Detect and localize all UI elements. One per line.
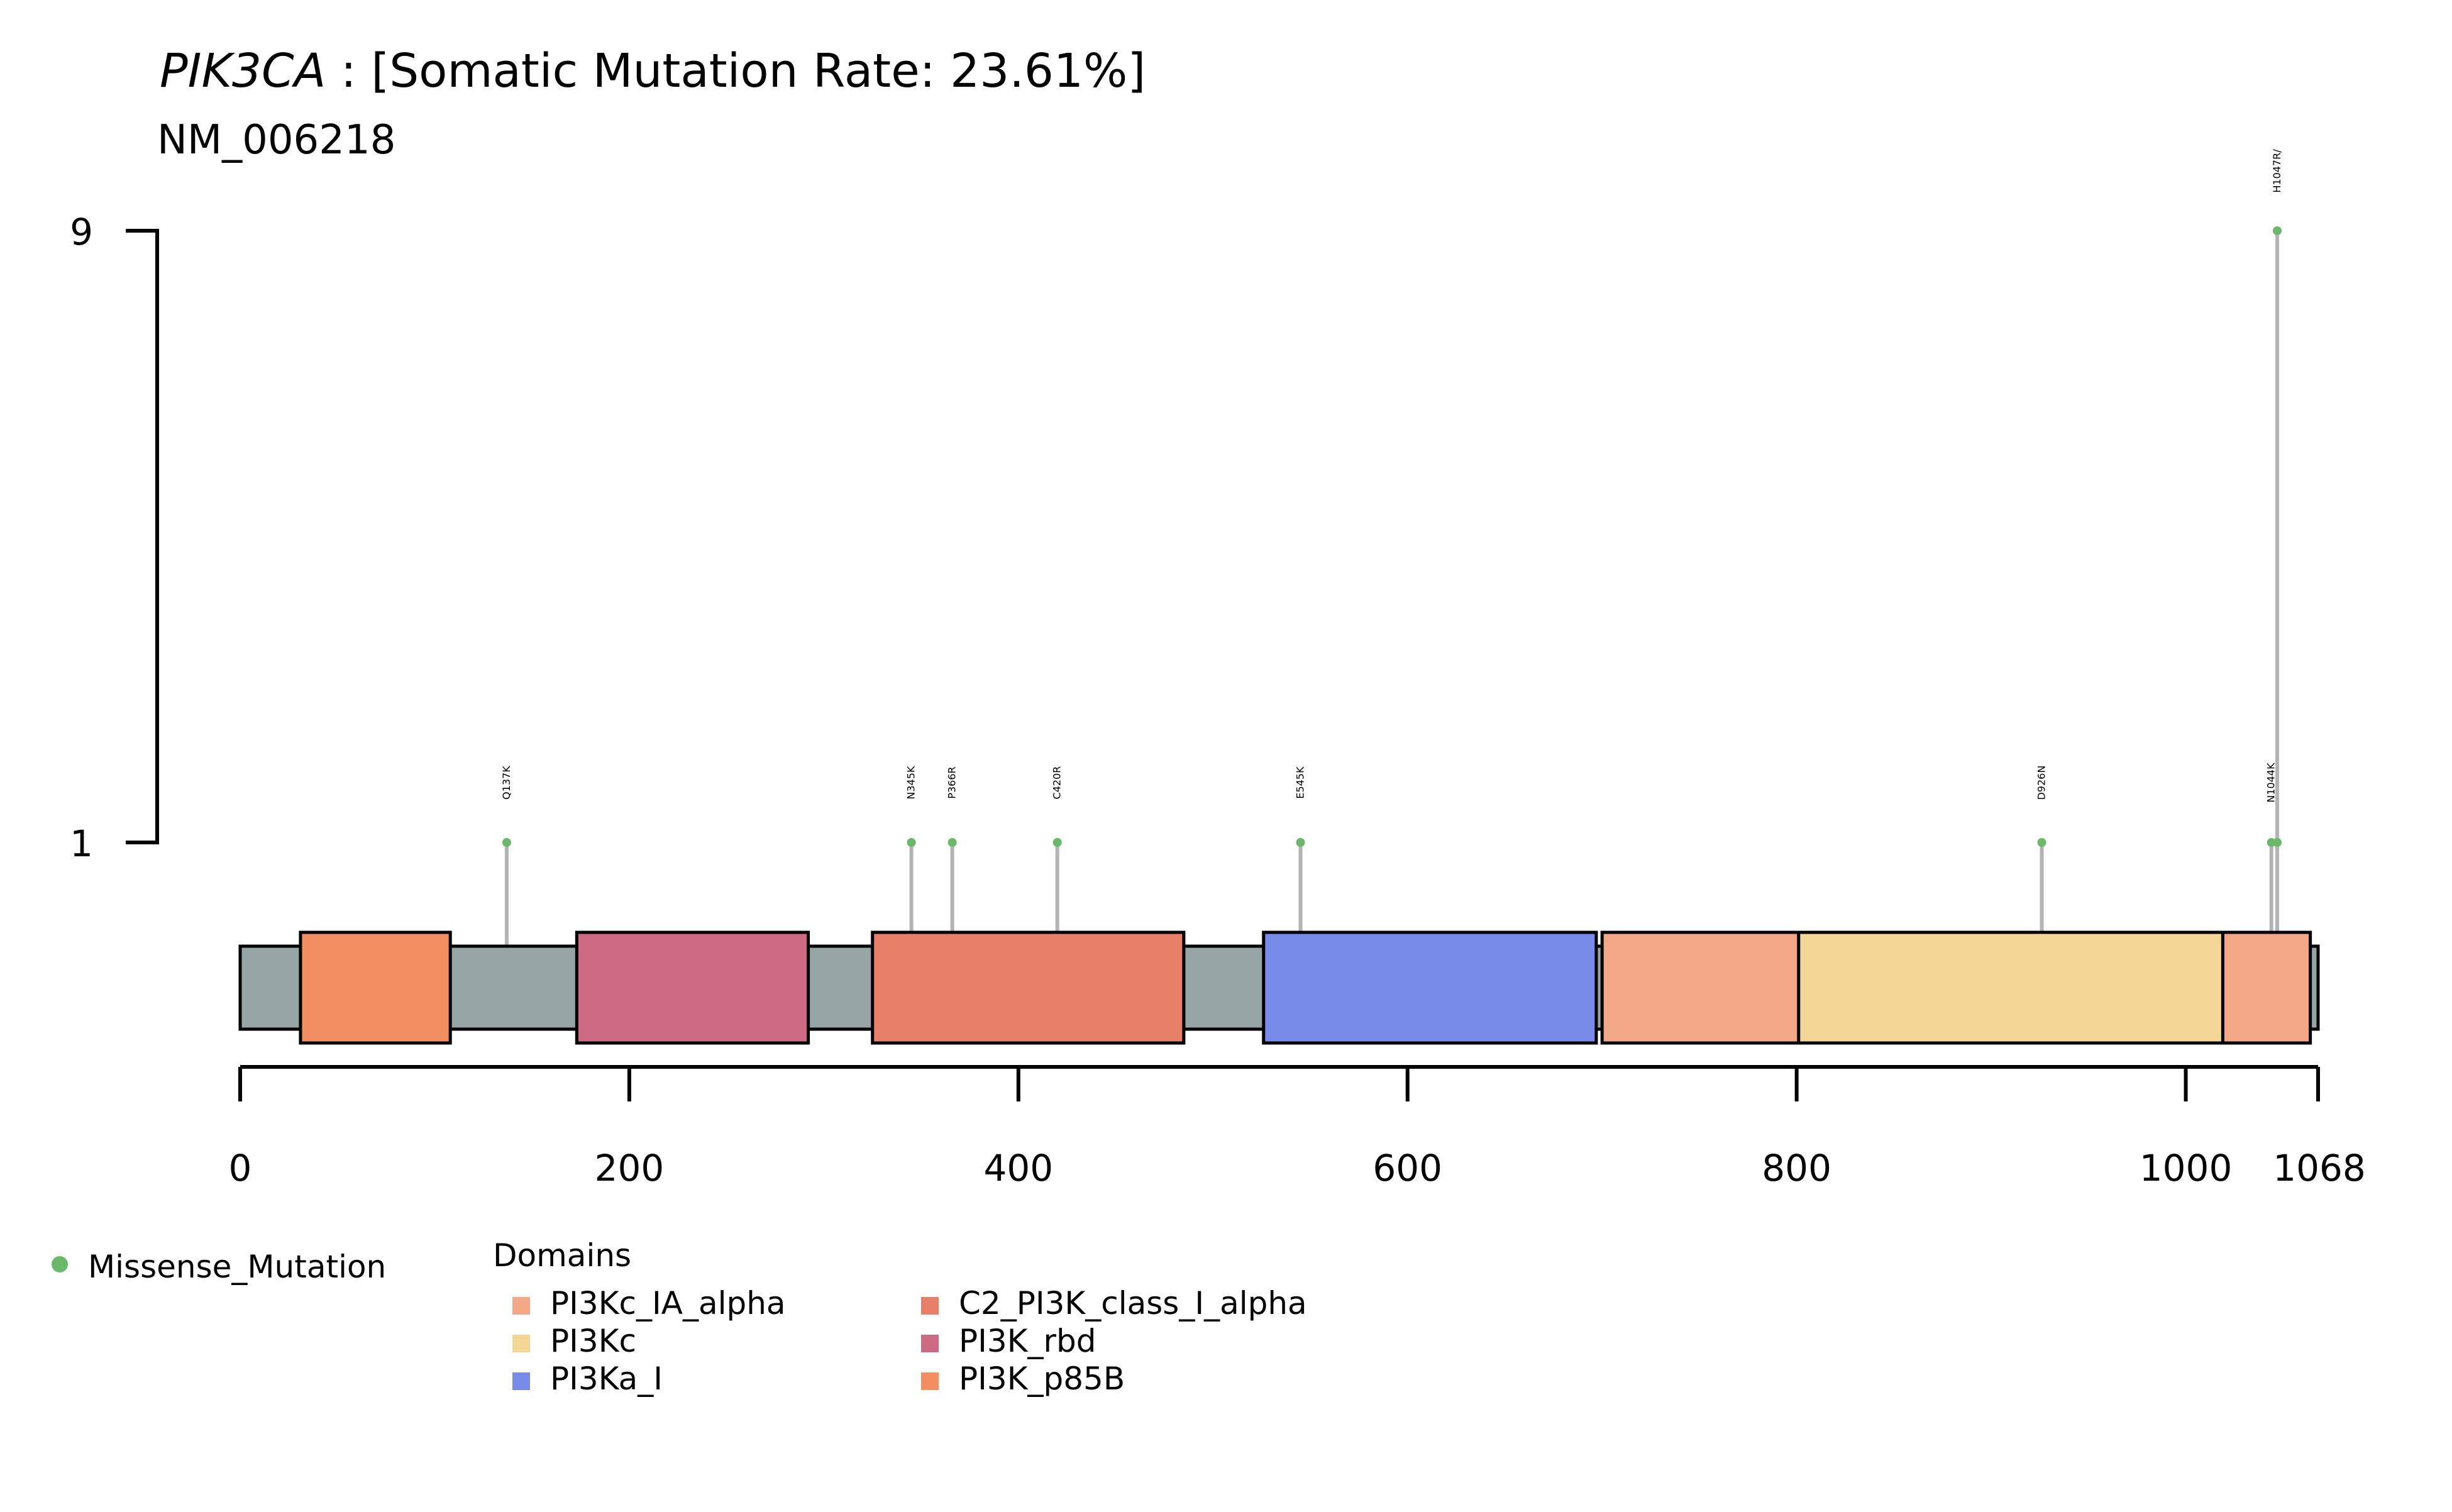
missense-mutation-point: [2273, 226, 2282, 235]
missense-mutation-point: [947, 838, 957, 847]
x-tick-label: 400: [983, 1147, 1053, 1189]
x-tick-label: 1068: [2273, 1147, 2366, 1189]
mutation-label: H1047R/: [2271, 149, 2283, 193]
mutation-label: N1044K: [2265, 763, 2277, 803]
x-tick-label: 800: [1762, 1147, 1831, 1189]
missense-mutation-point: [1052, 838, 1062, 847]
x-tick-label: 1000: [2140, 1147, 2233, 1189]
domain-PI3Kc: [1797, 930, 2224, 1045]
legend-domain-label: PI3Ka_I: [550, 1360, 663, 1397]
x-tick-label: 600: [1372, 1147, 1442, 1189]
chart-title-gene: PIK3CA: [160, 44, 326, 98]
chart-title-rest: : [Somatic Mutation Rate: 23.61%]: [326, 44, 1146, 98]
legend-domain-swatch: [512, 1335, 530, 1352]
x-axis: 0 200 400 600 800 1000 1068: [229, 1065, 2366, 1189]
legend-domain-label: PI3K_p85B: [959, 1360, 1125, 1397]
mutation-label: Q137K: [500, 766, 512, 800]
domain-PI3K_rbd: [575, 930, 810, 1045]
y-axis-line: [126, 229, 159, 844]
legend-domain-swatch: [512, 1297, 530, 1315]
legend-domain-label: C2_PI3K_class_I_alpha: [959, 1285, 1307, 1322]
mutation-labels: Q137K N345K P366R C420R E545K D926N N1044K H104…: [500, 149, 2283, 803]
chart-subtitle: NM_006218: [157, 117, 395, 163]
missense-mutation-point: [2273, 838, 2282, 847]
lollipop-heads: [502, 226, 2282, 847]
x-tick-label: 0: [229, 1147, 252, 1189]
missense-mutation-point: [502, 838, 511, 847]
domain-layer: [299, 930, 2312, 1045]
legend-missense-label: Missense_Mutation: [88, 1249, 386, 1285]
y-tick-label: 9: [70, 211, 93, 253]
legend-domains-title: Domains: [493, 1237, 631, 1274]
legend-domain-label: PI3Kc_IA_alpha: [550, 1285, 786, 1322]
mutation-label: N345K: [905, 766, 917, 800]
domain-PI3Ka_I: [1262, 930, 1598, 1045]
y-tick-label: 1: [70, 822, 93, 865]
legend-domain-swatch: [921, 1372, 939, 1390]
missense-mutation-point: [2037, 838, 2046, 847]
lollipop-stems: [504, 231, 2280, 946]
y-axis: 19: [70, 211, 159, 865]
domain-PI3K_p85B: [299, 930, 452, 1045]
mutation-label: E545K: [1295, 766, 1306, 799]
x-tick-label: 200: [595, 1147, 665, 1189]
missense-mutation-point: [907, 838, 916, 847]
missense-mutation-point: [1296, 838, 1305, 847]
mutation-label: C420R: [1051, 766, 1063, 800]
domain-C2_PI3K_class_I_alpha: [871, 930, 1186, 1045]
legend-domain-swatch: [921, 1297, 939, 1315]
legend-missense-marker: [52, 1256, 68, 1272]
chart-title: PIK3CA : [Somatic Mutation Rate: 23.61%]: [160, 44, 1146, 98]
legend-domain-label: PI3K_rbd: [959, 1323, 1096, 1359]
legend-domain-label: PI3Kc: [550, 1323, 636, 1359]
legend-domain-swatch: [512, 1372, 530, 1390]
legend-domain-swatch: [921, 1335, 939, 1352]
mutation-label: P366R: [946, 766, 958, 798]
legend: Missense_Mutation DomainsPI3Kc_IA_alphaPI…: [52, 1237, 1307, 1397]
mutation-label: D926N: [2036, 766, 2048, 800]
